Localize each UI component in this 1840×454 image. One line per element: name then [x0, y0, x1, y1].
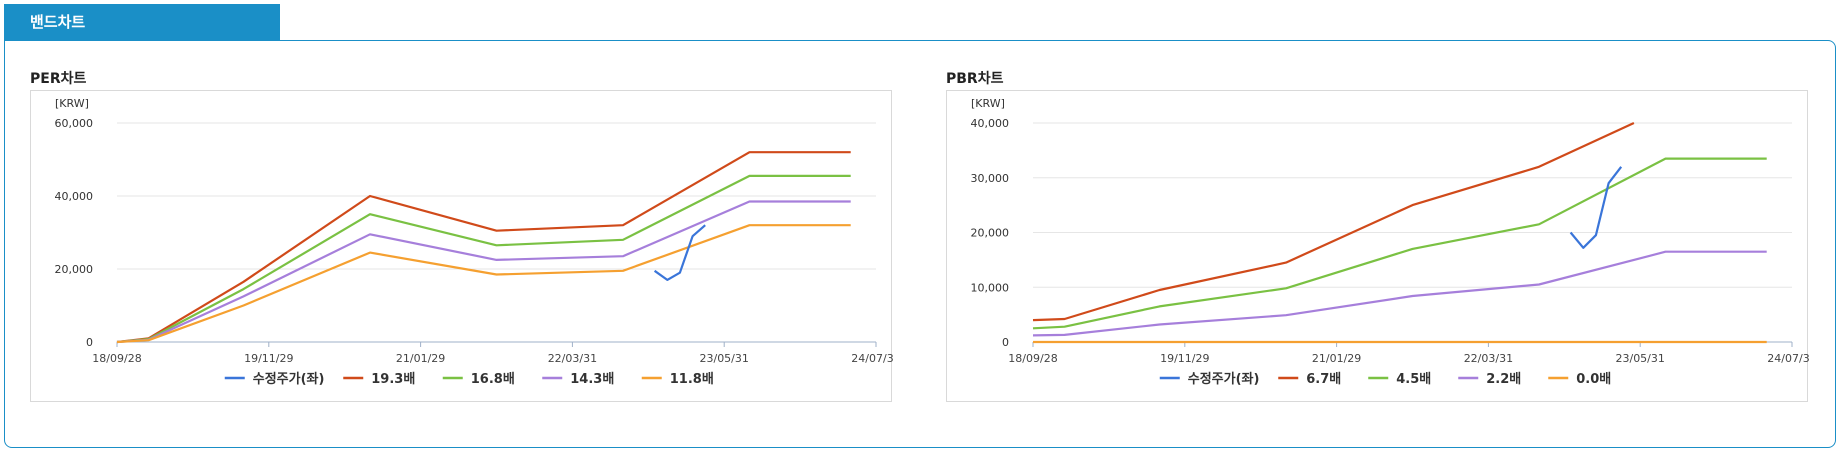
- legend-label[interactable]: 0.0배: [1576, 371, 1611, 387]
- unit-label: [KRW]: [55, 97, 89, 110]
- y-tick-label: 0: [86, 336, 93, 349]
- series-line-2-2: [1032, 250, 1767, 337]
- series-line-6-7: [1032, 122, 1635, 322]
- x-tick-label: 24/07/31: [1767, 352, 1809, 365]
- series-line-series: [1569, 166, 1623, 249]
- x-tick-label: 22/03/31: [1464, 352, 1513, 365]
- series-line-series: [653, 224, 706, 281]
- y-tick-label: 20,000: [971, 227, 1010, 240]
- series-line-14-3: [116, 200, 851, 344]
- legend-label[interactable]: 수정주가(좌): [1188, 371, 1260, 387]
- y-tick-label: 0: [1002, 336, 1009, 349]
- x-tick-label: 19/11/29: [244, 352, 293, 365]
- legend-label[interactable]: 19.3배: [371, 371, 415, 387]
- x-tick-label: 21/01/29: [396, 352, 445, 365]
- y-tick-label: 40,000: [971, 117, 1010, 130]
- band-chart-frame: [4, 40, 1836, 448]
- x-tick-label: 23/05/31: [1615, 352, 1664, 365]
- series-line-19-3: [116, 151, 851, 344]
- y-tick-label: 60,000: [55, 117, 94, 130]
- series-line-4-5: [1032, 157, 1767, 330]
- series-line-11-8: [116, 224, 851, 344]
- x-tick-label: 19/11/29: [1160, 352, 1209, 365]
- series-line-16-8: [116, 174, 851, 344]
- y-tick-label: 10,000: [971, 281, 1010, 294]
- pbr-chart-svg: [KRW] 0 10,000 20,000 30,000 40,000 18/09/28 19…: [971, 97, 1810, 387]
- x-tick-label: 18/09/28: [1008, 352, 1057, 365]
- unit-label: [KRW]: [971, 97, 1005, 110]
- y-tick-label: 30,000: [971, 172, 1010, 185]
- legend-label[interactable]: 11.8배: [670, 371, 714, 387]
- y-tick-label: 40,000: [55, 190, 94, 203]
- legend-label[interactable]: 6.7배: [1306, 371, 1341, 387]
- legend-label[interactable]: 2.2배: [1486, 371, 1521, 387]
- x-tick-label: 23/05/31: [699, 352, 748, 365]
- per-chart-title: PER차트: [30, 71, 87, 87]
- pbr-chart-title: PBR차트: [946, 71, 1004, 87]
- x-tick-label: 18/09/28: [92, 352, 141, 365]
- legend-label[interactable]: 16.8배: [471, 371, 515, 387]
- band-chart-tab[interactable]: 밴드차트: [4, 4, 280, 40]
- x-tick-label: 21/01/29: [1312, 352, 1361, 365]
- legend-label[interactable]: 수정주가(좌): [253, 371, 325, 387]
- per-chart: [KRW] 0 20,000 40,000 60,000 18/09/28 19/11/29…: [30, 90, 894, 402]
- per-chart-svg: [KRW] 0 20,000 40,000 60,000 18/09/28 19/11/29…: [55, 97, 894, 387]
- pbr-chart: [KRW] 0 10,000 20,000 30,000 40,000 18/09/28 19…: [946, 90, 1810, 402]
- legend-label[interactable]: 4.5배: [1396, 371, 1431, 387]
- x-tick-label: 24/07/31: [851, 352, 893, 365]
- legend-label[interactable]: 14.3배: [570, 371, 614, 387]
- x-tick-label: 22/03/31: [548, 352, 597, 365]
- y-tick-label: 20,000: [55, 263, 94, 276]
